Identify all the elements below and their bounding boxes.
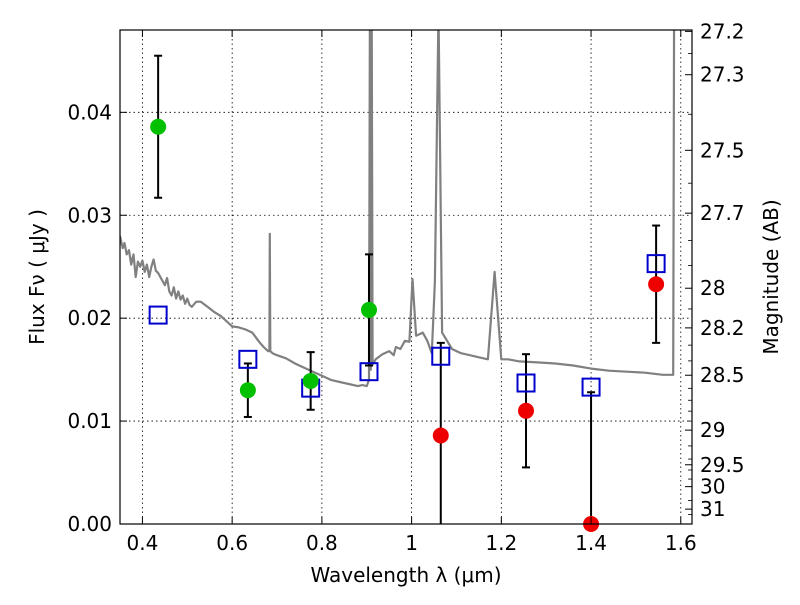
y-tick-label: 0.02: [67, 306, 112, 330]
template-spectrum-layer: [120, 30, 676, 388]
x-tick-label: 0.4: [127, 531, 159, 555]
nondetection-point: [518, 402, 535, 419]
x-tick-label: 0.6: [216, 531, 248, 555]
y-tick-label: 0.00: [67, 512, 112, 536]
y-tick-label: 0.01: [67, 409, 112, 433]
y-tick-label: 0.03: [67, 203, 112, 227]
model-square-marker: [148, 305, 168, 325]
model-square-marker: [516, 373, 536, 393]
mag-tick-label: 29.5: [700, 453, 745, 477]
x-tick-label: 1.6: [665, 531, 697, 555]
mag-tick-label: 30: [700, 475, 725, 499]
nondetection-point: [648, 276, 665, 293]
mag-tick-label: 27.3: [700, 63, 745, 87]
mag-tick-label: 28.2: [700, 316, 745, 340]
detection-point: [150, 118, 167, 135]
detection-point: [360, 301, 377, 318]
mag-tick-label: 31: [700, 497, 725, 521]
x-axis-label: Wavelength λ (μm): [310, 563, 501, 587]
x-tick-label: 1.4: [575, 531, 607, 555]
plot-area: [120, 30, 692, 524]
x-tick-label: 0.8: [306, 531, 338, 555]
x-tick-label: 1: [405, 531, 418, 555]
model-square-marker: [359, 362, 379, 382]
plot-frame: [119, 29, 693, 525]
mag-tick-label: 27.7: [700, 201, 745, 225]
mag-tick-label: 28: [700, 276, 725, 300]
detection-point: [239, 382, 256, 399]
mag-tick-label: 27.5: [700, 138, 745, 162]
model-square-marker: [238, 349, 258, 369]
detection-point: [302, 372, 319, 389]
model-square-marker: [431, 346, 451, 366]
mag-tick-label: 29: [700, 418, 725, 442]
y-axis-label: Flux Fν ( μJy ): [25, 209, 49, 345]
right-axis-label: Magnitude (AB): [759, 199, 783, 354]
model-square-marker: [646, 254, 666, 274]
nondetection-point: [432, 427, 449, 444]
y-tick-label: 0.04: [67, 100, 112, 124]
x-tick-label: 1.2: [485, 531, 517, 555]
markers-layer: [148, 118, 666, 532]
axes-layer: 0.4 0.6 0.8 1 1.2 1.4 1.6 0.00 0.01 0.02 0.03 0.04 2…: [67, 19, 744, 555]
template-spectrum-line: [120, 30, 676, 388]
model-square-marker: [581, 377, 601, 397]
mag-tick-label: 28.5: [700, 363, 745, 387]
mag-tick-label: 27.2: [700, 19, 745, 43]
